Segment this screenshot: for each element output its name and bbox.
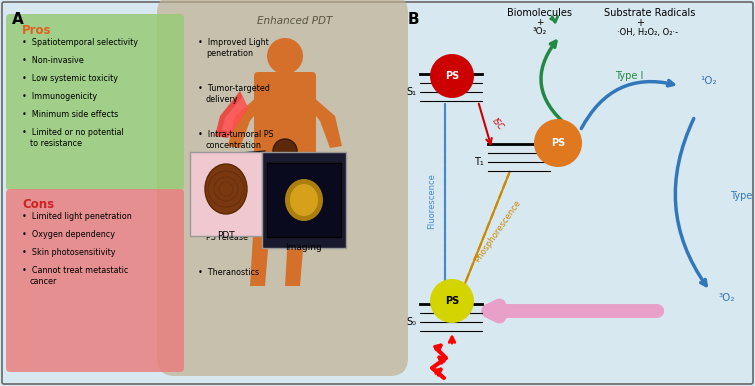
Text: •  Stimuli-responsive: • Stimuli-responsive (198, 222, 282, 231)
Text: S₀: S₀ (406, 317, 416, 327)
Text: cancer: cancer (30, 277, 57, 286)
Text: •  Non-invasive: • Non-invasive (22, 56, 84, 65)
Text: Biomolecules: Biomolecules (507, 8, 572, 18)
Ellipse shape (285, 179, 323, 221)
Text: PS: PS (445, 296, 459, 306)
Ellipse shape (290, 184, 318, 216)
Text: •  Limited light penetration: • Limited light penetration (22, 212, 132, 221)
Text: •  Intra-tumoral PS: • Intra-tumoral PS (198, 130, 273, 139)
Polygon shape (215, 91, 248, 138)
Text: PS: PS (551, 138, 565, 148)
Text: ³O₂: ³O₂ (533, 27, 547, 36)
FancyBboxPatch shape (6, 189, 184, 372)
Text: PS release: PS release (206, 233, 248, 242)
FancyBboxPatch shape (267, 163, 341, 237)
Text: •  Limited or no potential: • Limited or no potential (22, 128, 124, 137)
Text: delivery: delivery (206, 95, 239, 104)
Text: •  Cannot treat metastatic: • Cannot treat metastatic (22, 266, 128, 275)
Text: to resistance: to resistance (30, 139, 82, 148)
Text: Imaging: Imaging (285, 243, 322, 252)
Circle shape (430, 279, 474, 323)
Text: +: + (636, 18, 644, 28)
Text: Type II: Type II (730, 191, 755, 201)
Text: •  Theranostics: • Theranostics (198, 268, 259, 277)
Text: A: A (12, 12, 23, 27)
Text: concentration: concentration (206, 141, 262, 150)
FancyBboxPatch shape (6, 14, 184, 190)
Text: ³O₂: ³O₂ (718, 293, 735, 303)
Circle shape (430, 54, 474, 98)
Text: penetration: penetration (206, 49, 253, 58)
Polygon shape (285, 166, 312, 286)
Text: •  Spatiotemporal selectivity: • Spatiotemporal selectivity (22, 38, 138, 47)
Text: •  Oxygen supply: • Oxygen supply (198, 176, 268, 185)
Text: •  Oxygen dependency: • Oxygen dependency (22, 230, 115, 239)
Text: B: B (408, 12, 420, 27)
FancyBboxPatch shape (254, 72, 316, 170)
Text: ¹O₂: ¹O₂ (700, 76, 716, 86)
Text: •  Low systemic toxicity: • Low systemic toxicity (22, 74, 118, 83)
Text: •  Improved Light: • Improved Light (198, 38, 269, 47)
FancyBboxPatch shape (157, 0, 408, 376)
Text: •  Skin photosensitivity: • Skin photosensitivity (22, 248, 116, 257)
Text: Pros: Pros (22, 24, 51, 37)
Polygon shape (222, 96, 248, 132)
Text: S₁: S₁ (406, 87, 416, 97)
Circle shape (534, 119, 582, 167)
FancyBboxPatch shape (262, 152, 346, 248)
Text: Substrate Radicals: Substrate Radicals (604, 8, 695, 18)
Text: Phosphorescence: Phosphorescence (473, 198, 523, 264)
Text: •  Minimum side effects: • Minimum side effects (22, 110, 119, 119)
Text: •  Tumor-targeted: • Tumor-targeted (198, 84, 270, 93)
Polygon shape (228, 96, 260, 148)
Text: ISC: ISC (490, 116, 505, 132)
Text: T₁: T₁ (474, 157, 484, 167)
Text: Enhanced PDT: Enhanced PDT (257, 16, 333, 26)
FancyBboxPatch shape (279, 61, 291, 81)
Text: Fluorescence: Fluorescence (427, 173, 436, 229)
Text: ·OH, H₂O₂, O₂·-: ·OH, H₂O₂, O₂·- (618, 28, 679, 37)
Circle shape (273, 139, 297, 163)
Text: PS: PS (445, 71, 459, 81)
FancyBboxPatch shape (190, 152, 262, 236)
Ellipse shape (205, 164, 247, 214)
Text: PDT: PDT (217, 231, 235, 240)
Text: •  Immunogenicity: • Immunogenicity (22, 92, 97, 101)
Circle shape (267, 38, 303, 74)
Text: +: + (536, 18, 544, 27)
Polygon shape (310, 96, 342, 148)
Text: Type I: Type I (615, 71, 643, 81)
Text: Cons: Cons (22, 198, 54, 211)
Polygon shape (250, 166, 275, 286)
